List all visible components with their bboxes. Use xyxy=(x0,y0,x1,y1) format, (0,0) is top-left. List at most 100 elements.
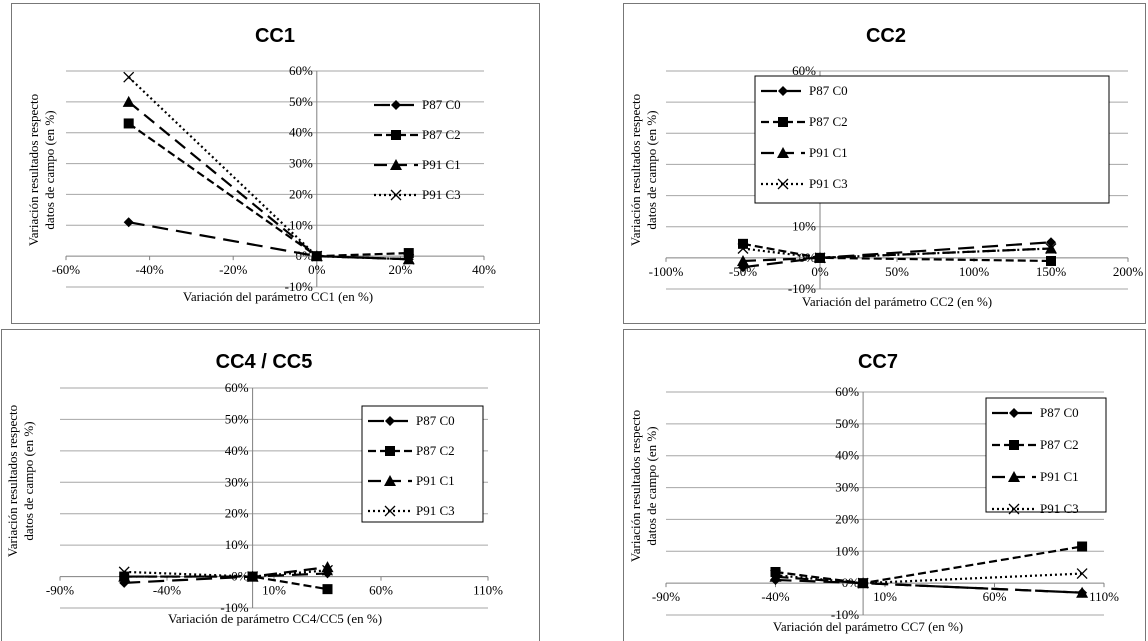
x-marker xyxy=(737,243,749,254)
x-tick-label: 200% xyxy=(1113,264,1144,279)
legend-item: P87 C2 xyxy=(761,114,848,129)
x-marker xyxy=(322,564,333,576)
y-axis-label: Variación resultados respectodatos de ca… xyxy=(26,94,57,246)
x-tick-label: -40% xyxy=(153,583,181,598)
square-marker xyxy=(1009,440,1019,450)
diamond-marker xyxy=(123,217,134,228)
series-p91-c3 xyxy=(123,71,415,265)
triangle-marker xyxy=(777,147,789,158)
chart-title: CC2 xyxy=(866,25,906,47)
legend-box xyxy=(361,405,484,523)
y-tick-label: 50% xyxy=(835,416,859,431)
series-line xyxy=(127,76,409,261)
x-marker xyxy=(403,253,415,265)
legend-label: P87 C2 xyxy=(416,443,455,458)
x-tick-label: -100% xyxy=(649,264,684,279)
chart-panel-cc7: CC7 -10% 0% 10% 20% 30% 40% 50% 60% -90% -40% 10% 60… xyxy=(622,326,1148,641)
y-axis-label-line: Variación resultados respecto xyxy=(26,94,41,246)
legend-item: P87 C0 xyxy=(761,83,848,98)
legend-label: P87 C2 xyxy=(1040,437,1079,452)
chart-svg: CC2-10%0%10%20%30%40%50%60%-100%-50%0%50… xyxy=(623,3,1146,324)
x-marker xyxy=(770,569,781,581)
square-marker xyxy=(391,130,401,140)
x-marker xyxy=(118,566,130,578)
y-tick-label: -10% xyxy=(285,279,313,294)
chart-panel-cc4-cc5: CC4 / CC5 -10% 0% 10% 20% 30% 40% 50% 60% -90% -40… xyxy=(0,326,541,641)
y-tick-label: 10% xyxy=(225,537,249,552)
chart-panel-cc1: CC1 -10% 0% 10% 20% 30% 40% 50% 60% -60% -40% -20% 0… xyxy=(0,0,541,326)
x-tick-label: -40% xyxy=(761,589,789,604)
y-tick-label: 30% xyxy=(835,480,859,495)
legend-item: P87 C0 xyxy=(374,97,461,112)
square-marker xyxy=(123,118,134,129)
x-tick-label: 10% xyxy=(262,583,286,598)
x-tick-label: -90% xyxy=(652,589,680,604)
series-p91-c3 xyxy=(737,243,1057,264)
legend-item: P91 C1 xyxy=(368,473,455,488)
y-tick-label: 20% xyxy=(289,186,313,201)
square-marker xyxy=(322,584,333,595)
y-axis-label: Variación resultados respectodatos de ca… xyxy=(5,405,36,557)
y-tick-label: 60% xyxy=(792,63,816,78)
legend-label: P87 C0 xyxy=(809,83,848,98)
legend-label: P87 C0 xyxy=(422,97,461,112)
legend-item: P91 C1 xyxy=(374,157,461,172)
x-marker xyxy=(384,505,396,517)
y-tick-label: 30% xyxy=(289,156,313,171)
x-tick-label: 50% xyxy=(885,264,909,279)
x-tick-label: 110% xyxy=(1089,589,1119,604)
legend-label: P87 C2 xyxy=(809,114,848,129)
y-axis-label: Variación resultados respectodatos de ca… xyxy=(628,94,659,246)
y-tick-label: 40% xyxy=(289,125,313,140)
diamond-marker xyxy=(778,86,788,96)
x-marker xyxy=(123,71,135,83)
triangle-marker xyxy=(1076,586,1089,598)
square-marker xyxy=(1046,255,1056,266)
triangle-marker xyxy=(122,95,135,107)
legend-label: P91 C3 xyxy=(809,176,848,191)
triangle-marker xyxy=(390,159,402,170)
legend-label: P91 C1 xyxy=(1040,469,1079,484)
diamond-marker xyxy=(385,416,395,426)
x-marker xyxy=(1008,503,1020,515)
y-tick-label: 60% xyxy=(835,384,859,399)
legend-item: P91 C1 xyxy=(761,145,848,160)
x-marker xyxy=(1045,243,1057,254)
x-tick-label: 20% xyxy=(388,262,412,277)
legend-label: P91 C1 xyxy=(809,145,848,160)
x-marker xyxy=(311,250,323,262)
x-axis-label: Variación del parámetro CC7 (en %) xyxy=(773,619,963,634)
x-tick-label: 100% xyxy=(959,264,990,279)
y-tick-label: 20% xyxy=(225,506,249,521)
x-marker xyxy=(247,571,259,583)
legend-item: P91 C3 xyxy=(761,176,848,191)
legend-label: P91 C3 xyxy=(1040,501,1079,516)
x-tick-label: -20% xyxy=(219,262,247,277)
legend-label: P87 C0 xyxy=(1040,405,1079,420)
series-line xyxy=(742,247,1052,259)
y-axis-label: Variación resultados respectodatos de ca… xyxy=(628,410,659,562)
x-tick-label: 10% xyxy=(873,589,897,604)
legend-item: P87 C0 xyxy=(368,413,455,428)
x-marker xyxy=(1076,568,1088,580)
legend-item: P91 C3 xyxy=(374,187,461,202)
square-marker xyxy=(385,446,395,456)
x-tick-label: 60% xyxy=(369,583,393,598)
triangle-marker xyxy=(321,561,334,573)
chart-title: CC4 / CC5 xyxy=(216,351,313,373)
y-axis-label-line: datos de campo (en %) xyxy=(644,426,659,545)
diamond-marker xyxy=(1009,408,1019,418)
y-tick-label: 60% xyxy=(225,380,249,395)
x-tick-label: -60% xyxy=(52,262,80,277)
diamond-marker xyxy=(1046,237,1056,248)
y-tick-label: -10% xyxy=(831,607,859,622)
legend-label: P87 C0 xyxy=(416,413,455,428)
x-tick-label: 110% xyxy=(473,583,503,598)
legend-label: P91 C1 xyxy=(416,473,455,488)
triangle-marker xyxy=(1008,471,1020,482)
x-axis-label: Variación de parámetro CC4/CC5 (en %) xyxy=(168,611,382,626)
y-axis-label-line: datos de campo (en %) xyxy=(42,110,57,229)
x-tick-label: 40% xyxy=(472,262,496,277)
x-tick-label: -40% xyxy=(136,262,164,277)
legend-label: P91 C3 xyxy=(422,187,461,202)
